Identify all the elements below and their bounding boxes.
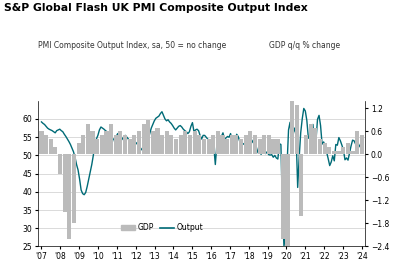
Bar [253,135,257,155]
Bar [341,147,345,155]
Bar [299,155,304,216]
Bar [323,143,327,155]
Bar [327,147,331,155]
Bar [332,151,336,155]
Bar [128,139,132,155]
Bar [234,135,239,155]
Bar [271,139,276,155]
Bar [286,155,289,246]
Bar [100,135,104,155]
Bar [248,131,252,155]
Text: S&P Global Flash UK PMI Composite Output Index: S&P Global Flash UK PMI Composite Output… [4,3,308,13]
Bar [188,135,192,155]
Bar [63,155,67,212]
Bar [151,131,155,155]
Bar [276,139,280,155]
Bar [137,131,141,155]
Bar [346,143,350,155]
Bar [290,101,294,155]
Bar [146,120,150,155]
Bar [49,139,53,155]
Bar [239,139,243,155]
Bar [160,135,164,155]
Bar [142,124,146,155]
Bar [267,135,271,155]
Bar [174,139,178,155]
Bar [360,135,364,155]
Bar [155,128,160,155]
Bar [105,131,108,155]
Text: GDP q/q % change: GDP q/q % change [269,41,340,50]
Bar [262,135,266,155]
Bar [336,151,341,155]
Bar [295,105,299,155]
Bar [220,135,225,155]
Bar [178,135,183,155]
Bar [309,124,313,155]
Bar [90,131,94,155]
Bar [244,135,248,155]
Bar [207,139,210,155]
Bar [81,135,85,155]
Bar [53,147,58,155]
Bar [44,135,48,155]
Text: PMI Composite Output Index, sa, 50 = no change: PMI Composite Output Index, sa, 50 = no … [38,41,226,50]
Bar [257,139,262,155]
Bar [169,135,173,155]
Bar [132,135,137,155]
Bar [67,155,71,239]
Bar [72,155,76,223]
Bar [114,135,118,155]
Bar [39,131,44,155]
Bar [123,135,127,155]
Bar [281,155,285,239]
Bar [230,135,234,155]
Bar [193,131,197,155]
Bar [202,139,206,155]
Bar [86,124,90,155]
Bar [313,128,318,155]
Bar [216,131,220,155]
Bar [109,124,113,155]
Bar [183,131,187,155]
Bar [304,135,308,155]
Bar [211,135,215,155]
Bar [225,139,229,155]
Bar [118,131,122,155]
Bar [355,131,359,155]
Bar [318,139,322,155]
Bar [58,155,62,174]
Bar [95,139,99,155]
Bar [76,143,81,155]
Bar [350,151,354,155]
Legend: GDP, Output: GDP, Output [118,220,207,235]
Bar [197,135,201,155]
Bar [165,131,169,155]
